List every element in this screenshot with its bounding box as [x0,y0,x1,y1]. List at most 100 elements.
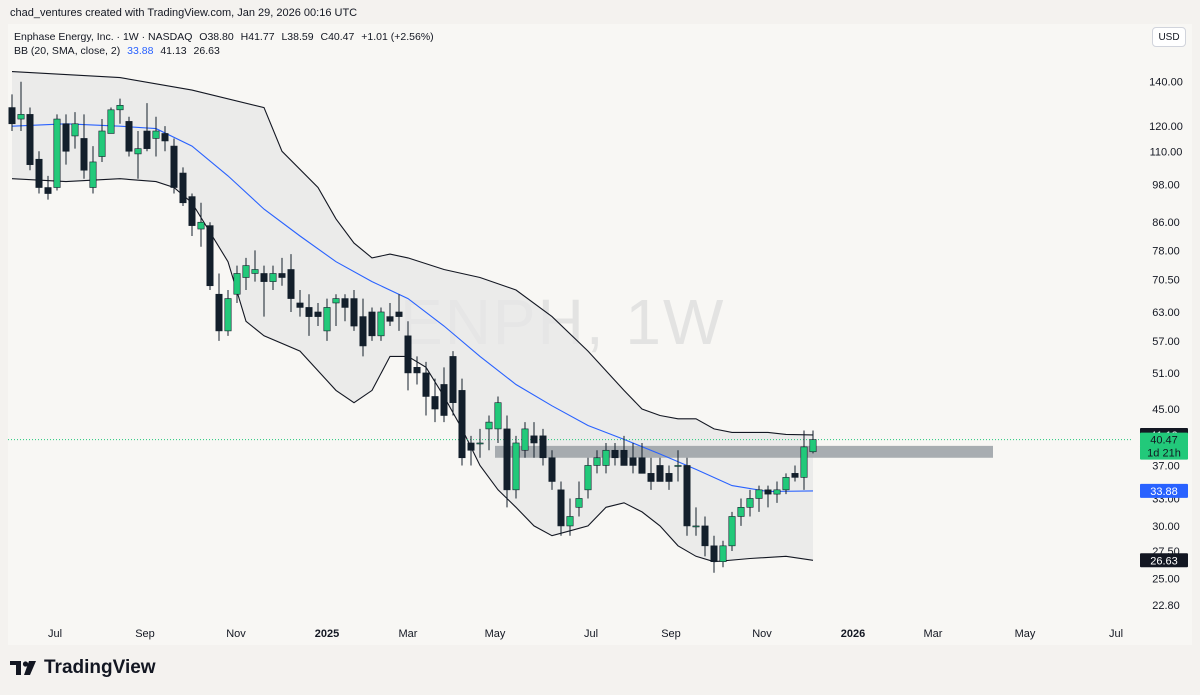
candle-up [224,298,232,332]
y-tick-label: 110.00 [1150,146,1183,158]
currency-button[interactable]: USD [1152,27,1186,47]
x-tick-label: Nov [752,628,772,640]
candle-up [566,516,574,527]
x-tick-label: Sep [135,628,155,640]
open-value: O38.80 [199,31,234,43]
candle-down [188,196,196,226]
candle-down [764,489,772,495]
candle-down [35,158,43,188]
tradingview-wordmark: TradingView [44,657,156,678]
candle-up [782,477,790,491]
x-tick-label: Mar [924,628,943,640]
candle-up [773,489,781,495]
candle-down [431,396,439,410]
candle-down [350,298,358,327]
candle-down [701,525,709,547]
candle-down [215,293,223,332]
candle-up [53,118,61,188]
candle-up [719,545,727,563]
candle-up [242,265,250,278]
candle-down [26,114,34,165]
candle-down [440,384,448,416]
y-tick-label: 63.00 [1152,307,1180,319]
high-value: H41.77 [240,31,275,43]
candle-up [377,311,385,337]
tradingview-logo-icon [10,661,38,675]
candle-down [395,311,403,317]
x-tick-label: Jul [584,628,598,640]
candle-down [80,138,88,171]
candle-down [710,545,718,563]
price-label-box [1140,432,1188,447]
bb-upper-value: 41.13 [160,45,187,57]
x-tick-label: Nov [226,628,246,640]
close-value: C40.47 [320,31,355,43]
candle-down [449,356,457,403]
candle-up [728,516,736,547]
y-tick-label: 25.00 [1152,574,1180,586]
candle-up [233,273,241,295]
price-label: 26.63 [1150,555,1178,567]
candle-up [737,507,745,517]
y-tick-label: 120.00 [1149,121,1183,133]
candle-down [791,473,799,478]
candle-up [800,446,808,478]
candle-down [404,335,412,374]
change-value: +1.01 (+2.56%) [361,31,434,43]
candle-up [674,465,682,467]
candle-down [548,457,556,482]
y-tick-label: 140.00 [1149,77,1183,89]
support-zone [495,445,993,458]
y-tick-label: 51.00 [1152,368,1180,380]
y-tick-label: 78.00 [1152,245,1180,257]
x-tick-label: 2026 [841,628,865,640]
candle-up [593,457,601,466]
bb-band-fill [12,71,813,562]
price-label-box [1140,445,1188,460]
candle-up [251,269,259,274]
candle-down [557,489,565,527]
y-tick-label: 86.00 [1152,217,1180,229]
candle-up [116,105,124,111]
candle-down [683,465,691,527]
candle-down [503,428,511,491]
candle-up [692,525,700,528]
candle-down [665,473,673,482]
chart-legend: Enphase Energy, Inc. · 1W · NASDAQ O38.8… [14,30,438,58]
y-tick-label: 37.00 [1152,460,1180,472]
candle-down [620,449,628,466]
candle-down [206,225,214,287]
y-tick-label: 22.80 [1152,600,1180,612]
price-label: 1d 21h [1147,448,1181,460]
candle-up [269,273,277,282]
candle-up [512,442,520,491]
candle-up [71,123,79,137]
chart-credit: chad_ventures created with TradingView.c… [10,7,358,19]
price-label: 40.47 [1150,435,1178,447]
candle-down [296,302,304,308]
bb-legend-row[interactable]: BB (20, SMA, close, 2) 33.88 41.13 26.63 [14,44,438,58]
candle-down [629,457,637,466]
bb-label: BB (20, SMA, close, 2) [14,45,121,57]
candle-down [413,367,421,374]
price-label-box [1140,553,1188,568]
candle-down [638,457,646,474]
candle-down [305,307,313,317]
candle-up [89,161,97,188]
candle-down [467,442,475,451]
symbol-name: Enphase Energy, Inc. · 1W · NASDAQ [14,31,193,43]
candle-down [359,316,367,347]
candle-up [485,421,493,430]
candle-down [611,449,619,459]
x-tick-label: Sep [661,628,681,640]
candle-down [458,390,466,459]
price-label-box [1140,483,1188,498]
candle-up [476,442,484,445]
candle-up [107,109,115,134]
x-tick-label: Mar [399,628,418,640]
candle-up [602,449,610,466]
candle-down [368,311,376,337]
symbol-legend-row[interactable]: Enphase Energy, Inc. · 1W · NASDAQ O38.8… [14,30,438,44]
candle-up [521,428,529,451]
